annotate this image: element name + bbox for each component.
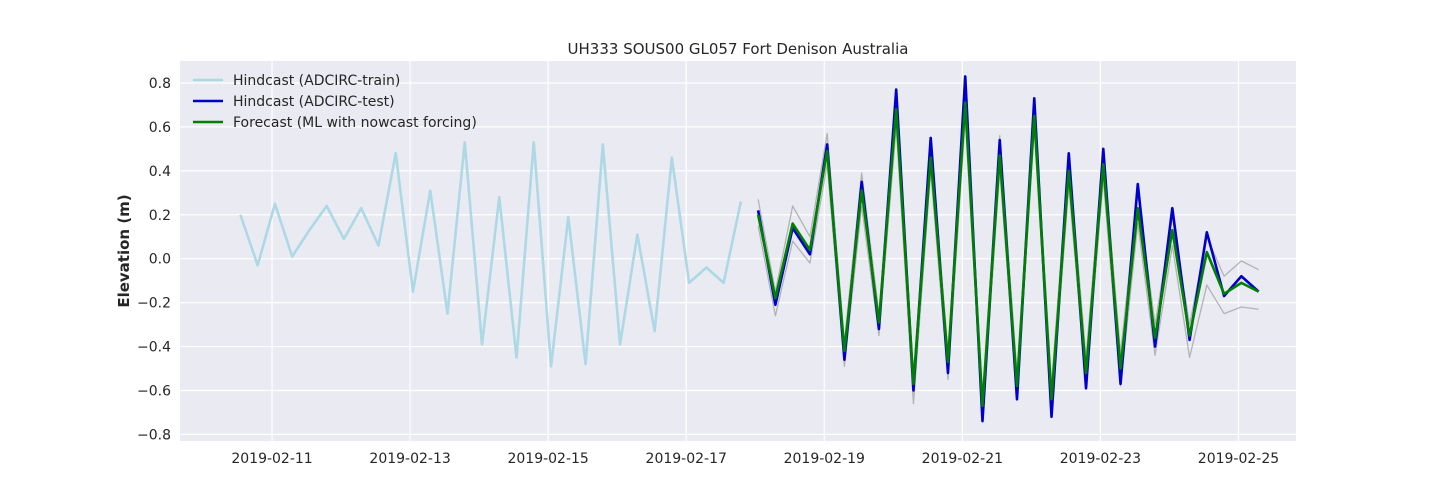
series-line-hindcast-train xyxy=(239,140,743,368)
x-tick-label: 2019-02-21 xyxy=(922,451,1003,467)
x-tick-label: 2019-02-11 xyxy=(231,451,312,467)
x-tick-label: 2019-02-17 xyxy=(646,451,727,467)
y-tick-label: −0.2 xyxy=(137,296,171,312)
series-line-forecast xyxy=(756,101,1260,408)
y-axis-label: Elevation (m) xyxy=(115,194,133,307)
legend-label: Hindcast (ADCIRC-train) xyxy=(233,73,400,89)
legend-label: Hindcast (ADCIRC-test) xyxy=(233,94,395,110)
x-tick-label: 2019-02-15 xyxy=(507,451,588,467)
y-tick-label: −0.6 xyxy=(137,383,171,399)
legend-hindcast-train: Hindcast (ADCIRC-train) xyxy=(193,73,400,89)
y-tick-label: −0.4 xyxy=(137,340,171,356)
chart-title: UH333 SOUS00 GL057 Fort Denison Australi… xyxy=(568,40,909,58)
legend-label: Forecast (ML with nowcast forcing) xyxy=(233,115,477,131)
y-tick-label: 0.6 xyxy=(149,120,171,136)
x-axis-ticks: 2019-02-11 2019-02-13 2019-02-15 2019-02-17… xyxy=(231,451,1279,467)
y-tick-label: 0.0 xyxy=(149,252,171,268)
y-tick-label: 0.4 xyxy=(149,164,171,180)
x-tick-label: 2019-02-13 xyxy=(369,451,450,467)
x-tick-label: 2019-02-25 xyxy=(1198,451,1279,467)
series-layer xyxy=(239,75,1260,423)
legend: Hindcast (ADCIRC-train) Hindcast (ADCIRC-… xyxy=(193,73,477,131)
x-tick-label: 2019-02-19 xyxy=(784,451,865,467)
legend-hindcast-test: Hindcast (ADCIRC-test) xyxy=(193,94,395,110)
y-axis-ticks: −0.8 −0.6 −0.4 −0.2 0.0 0.2 0.4 0.6 0.8 xyxy=(137,76,171,443)
y-tick-label: 0.2 xyxy=(149,208,171,224)
x-tick-label: 2019-02-23 xyxy=(1060,451,1141,467)
y-tick-label: 0.8 xyxy=(149,76,171,92)
y-tick-label: −0.8 xyxy=(137,427,171,443)
legend-forecast: Forecast (ML with nowcast forcing) xyxy=(193,115,477,131)
